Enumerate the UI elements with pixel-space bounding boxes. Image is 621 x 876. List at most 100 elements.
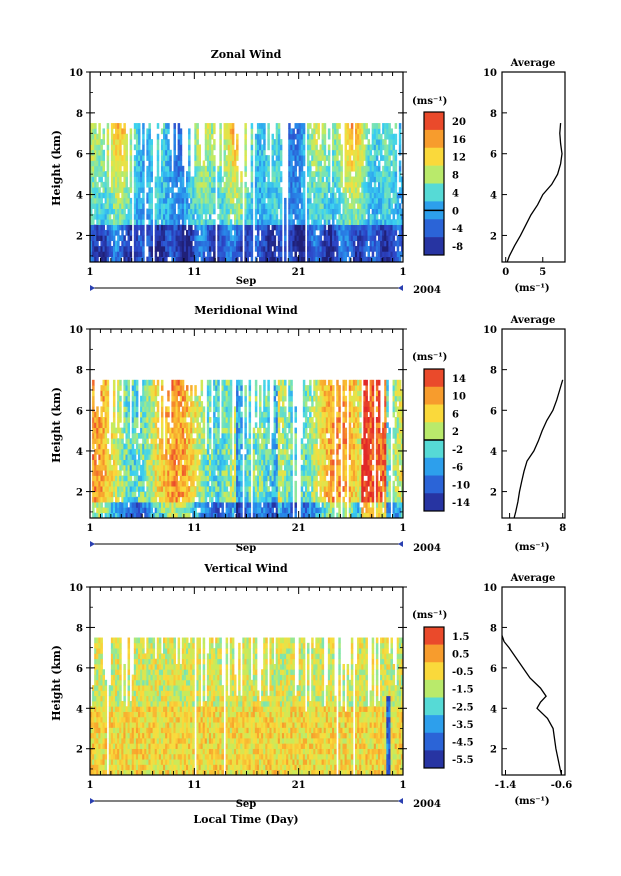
heatmap-cell — [158, 480, 162, 487]
heatmap-cell — [217, 213, 220, 220]
heatmap-cell — [119, 417, 122, 423]
heatmap-cell — [367, 155, 371, 161]
heatmap-cell — [192, 443, 195, 450]
heatmap-cell — [319, 240, 323, 247]
heatmap-cell — [213, 502, 216, 508]
x-tick-label: 21 — [292, 267, 306, 278]
heatmap-cell — [323, 171, 327, 177]
heatmap-cell — [171, 470, 174, 476]
heatmap-cell — [213, 139, 216, 145]
heatmap-cell — [211, 208, 214, 215]
heatmap-cell — [148, 496, 151, 503]
heatmap-cell — [325, 171, 329, 177]
heatmap-cell — [261, 235, 264, 242]
heatmap-cell — [229, 438, 233, 444]
heatmap-cell — [221, 464, 224, 471]
heatmap-cell — [211, 470, 214, 476]
heatmap-cell — [248, 245, 252, 252]
heatmap-cell — [137, 480, 141, 487]
heatmap-cell — [179, 229, 183, 236]
heatmap-cell — [323, 149, 327, 156]
heatmap-cell — [98, 432, 101, 439]
heatmap-cell — [194, 224, 197, 231]
heatmap-cell — [104, 390, 108, 397]
heatmap-cell — [332, 208, 335, 215]
heatmap-cell — [115, 240, 118, 247]
heatmap-cell — [185, 491, 189, 498]
heatmap-cell — [202, 438, 206, 444]
heatmap-cell — [160, 187, 164, 193]
heatmap-cell — [221, 379, 224, 386]
heatmap-cell — [221, 187, 224, 193]
heatmap-cell — [188, 422, 191, 429]
heatmap-cell — [135, 438, 139, 444]
heatmap-cell — [233, 149, 237, 156]
heatmap-cell — [154, 422, 158, 429]
heatmap-cell — [279, 235, 283, 242]
heatmap-cell — [377, 123, 381, 129]
heatmap-cell — [148, 197, 151, 204]
heatmap-cell — [179, 235, 183, 242]
heatmap-cell — [250, 165, 254, 172]
heatmap-cell — [313, 133, 316, 140]
heatmap-cell — [110, 176, 114, 183]
heatmap-cell — [363, 208, 366, 215]
heatmap-cell — [190, 235, 193, 242]
heatmap-cell — [104, 203, 108, 209]
heatmap-cell — [100, 240, 103, 247]
heatmap-cell — [392, 197, 396, 204]
heatmap-cell — [298, 219, 302, 225]
heatmap-cell — [167, 224, 170, 231]
heatmap-cell — [106, 192, 110, 199]
heatmap-cell — [146, 240, 149, 247]
heatmap-cell — [219, 155, 222, 161]
heatmap-cell — [106, 245, 110, 252]
heatmap-cell — [213, 256, 216, 263]
heatmap-cell — [373, 128, 377, 135]
heatmap-cell — [296, 208, 300, 215]
heatmap-cell — [106, 496, 110, 503]
heatmap-cell — [169, 155, 172, 161]
heatmap-cell — [123, 240, 126, 247]
heatmap-cell — [194, 203, 197, 209]
heatmap-cell — [238, 512, 241, 519]
heatmap-cell — [173, 176, 176, 183]
heatmap-cell — [190, 411, 193, 418]
heatmap-cell — [231, 512, 235, 519]
heatmap-cell — [163, 123, 166, 129]
heatmap-cell — [340, 251, 343, 258]
heatmap-cell — [160, 171, 164, 177]
heatmap-cell — [367, 128, 371, 135]
heatmap-cell — [131, 496, 135, 503]
heatmap-cell — [292, 176, 295, 183]
heatmap-cell — [361, 219, 364, 225]
heatmap-cell — [236, 464, 239, 471]
heatmap-cell — [179, 438, 183, 444]
heatmap-cell — [386, 144, 389, 151]
heatmap-cell — [150, 187, 153, 193]
heatmap-cell — [248, 417, 252, 423]
heatmap-cell — [275, 144, 279, 151]
heatmap-cell — [129, 139, 133, 145]
heatmap-cell — [225, 208, 229, 215]
heatmap-cell — [217, 459, 220, 466]
heatmap-cell — [142, 219, 145, 225]
heatmap-cell — [394, 229, 398, 236]
heatmap-cell — [315, 155, 318, 161]
heatmap-cell — [396, 224, 400, 231]
heatmap-cell — [123, 224, 126, 231]
heatmap-cell — [117, 427, 120, 434]
heatmap-cell — [158, 438, 162, 444]
heatmap-cell — [365, 235, 368, 242]
heatmap-cell — [198, 395, 201, 402]
heatmap-cell — [135, 432, 139, 439]
heatmap-cell — [344, 256, 348, 263]
heatmap-cell — [123, 219, 126, 225]
heatmap-cell — [110, 133, 114, 140]
heatmap-cell — [117, 245, 120, 252]
heatmap-cell — [271, 155, 275, 161]
heatmap-cell — [323, 155, 327, 161]
heatmap-cell — [325, 165, 329, 172]
heatmap-cell — [165, 235, 168, 242]
heatmap-cell — [398, 208, 402, 215]
